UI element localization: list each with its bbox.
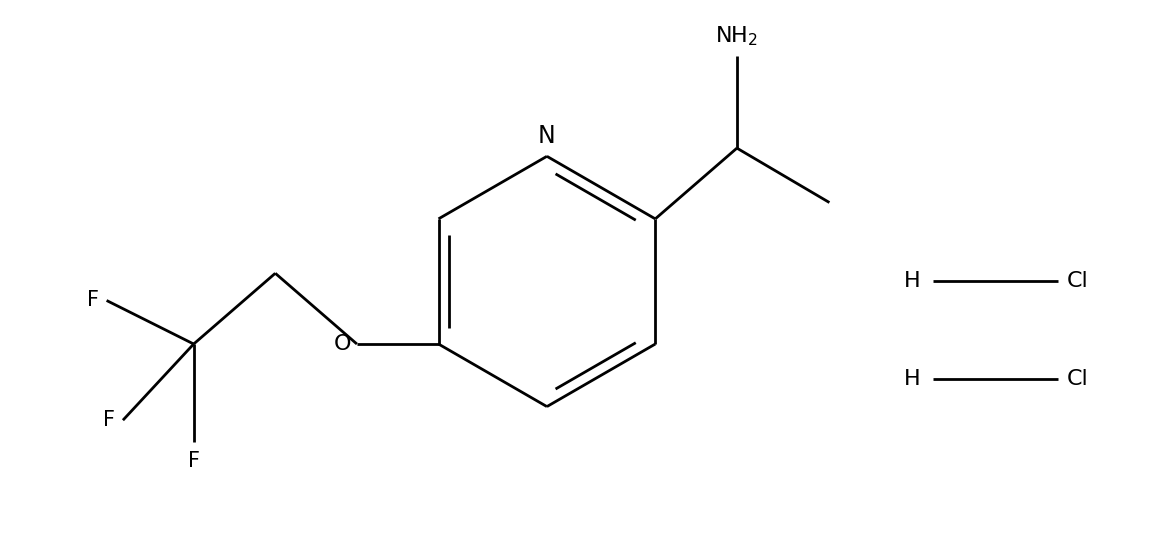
Text: F: F — [103, 410, 116, 430]
Text: Cl: Cl — [1067, 272, 1089, 291]
Text: F: F — [87, 290, 99, 310]
Text: H: H — [903, 272, 920, 291]
Text: NH$_2$: NH$_2$ — [715, 24, 758, 48]
Text: Cl: Cl — [1067, 369, 1089, 389]
Text: H: H — [903, 369, 920, 389]
Text: F: F — [187, 450, 200, 471]
Text: N: N — [538, 124, 556, 147]
Text: O: O — [333, 334, 351, 354]
